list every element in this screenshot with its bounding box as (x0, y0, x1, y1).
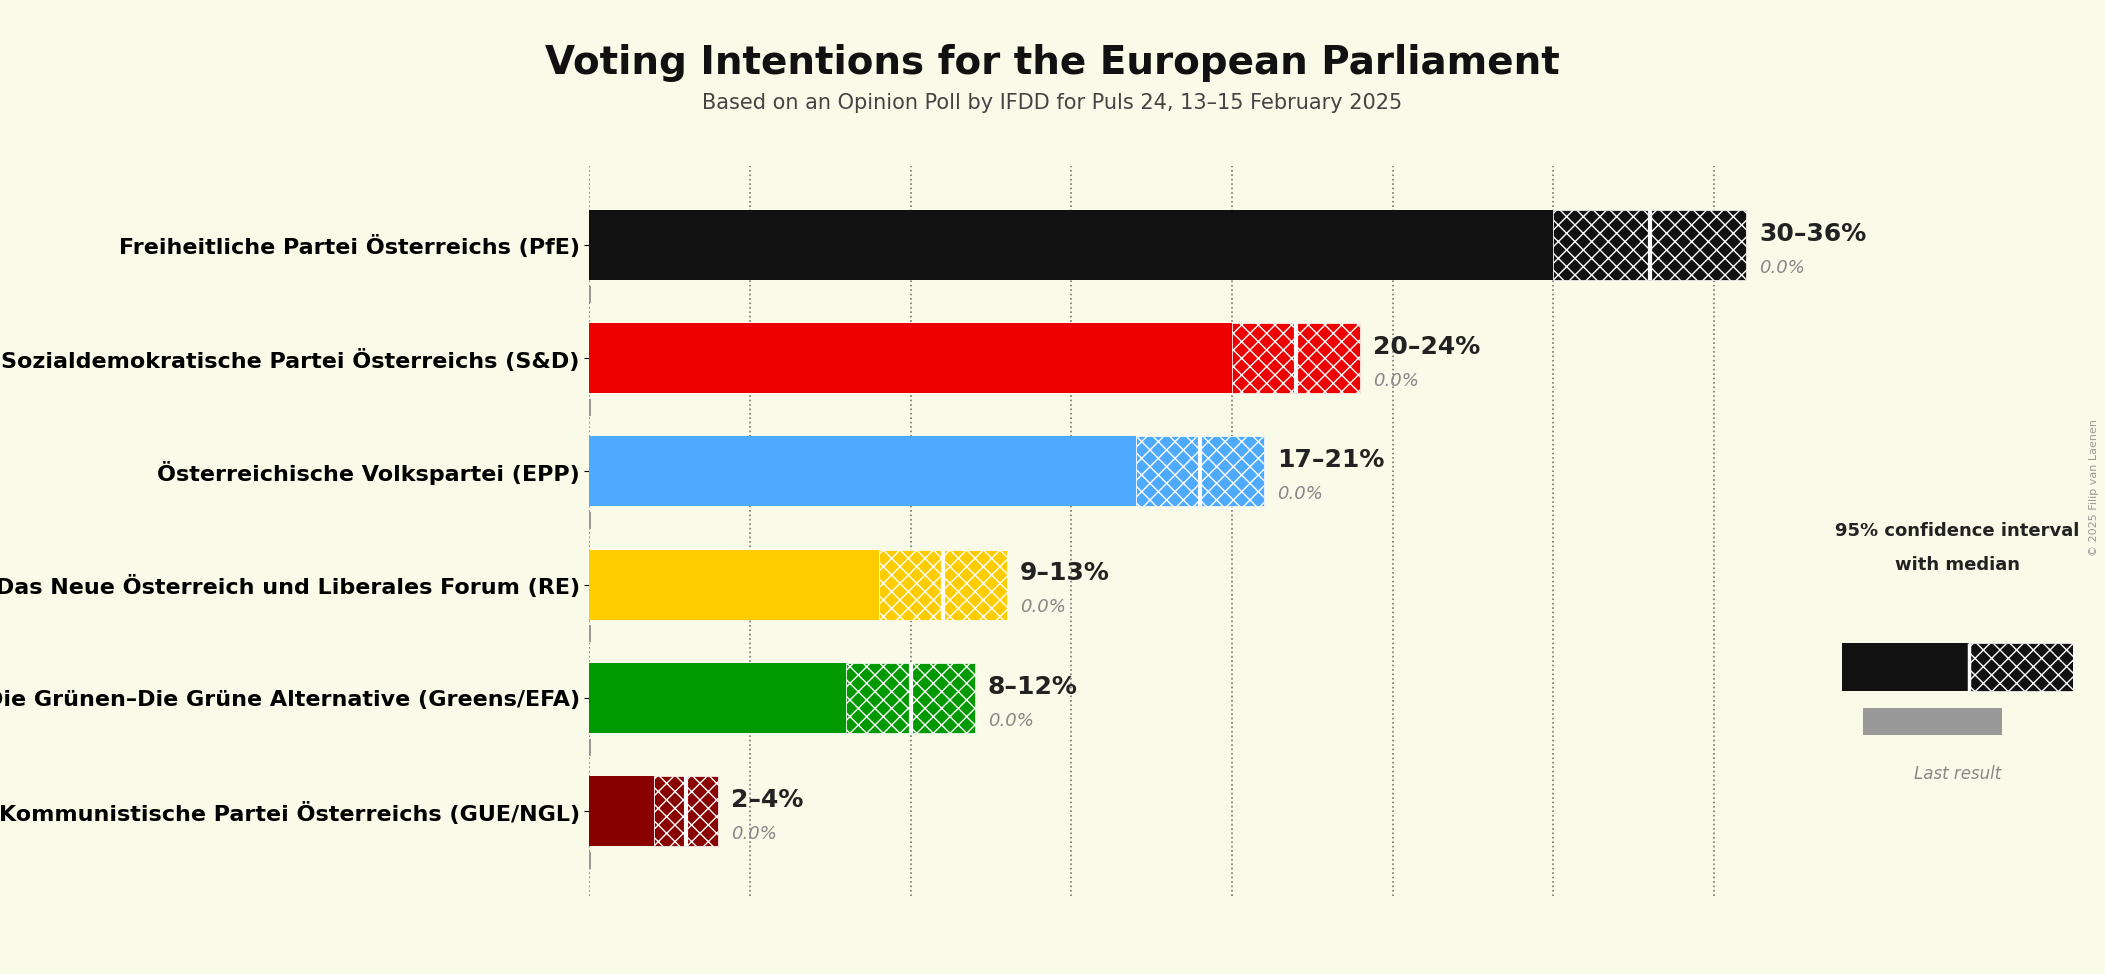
Bar (1863, 708, 2002, 734)
Bar (1970, 644, 2073, 692)
Text: 0.0%: 0.0% (730, 825, 777, 843)
Text: 2–4%: 2–4% (730, 788, 804, 811)
Bar (655, 776, 718, 846)
Bar (1842, 644, 1970, 692)
Text: 0.0%: 0.0% (1760, 258, 1804, 277)
Bar (589, 776, 655, 846)
Bar (589, 436, 1135, 506)
Text: 95% confidence interval: 95% confidence interval (1836, 522, 2080, 540)
Bar (589, 209, 1553, 280)
Text: Last result: Last result (1913, 765, 2002, 782)
Bar (846, 662, 975, 733)
Text: 0.0%: 0.0% (1278, 485, 1322, 503)
Text: 9–13%: 9–13% (1021, 561, 1109, 585)
Bar (1135, 436, 1265, 506)
Text: 30–36%: 30–36% (1760, 221, 1867, 245)
Bar (589, 549, 878, 619)
Bar (589, 662, 846, 733)
Text: Voting Intentions for the European Parliament: Voting Intentions for the European Parli… (545, 44, 1560, 82)
Text: 0.0%: 0.0% (1372, 372, 1419, 390)
Bar (1553, 209, 1745, 280)
Text: with median: with median (1894, 556, 2021, 574)
Text: 17–21%: 17–21% (1278, 448, 1385, 472)
Bar (589, 323, 1231, 393)
Text: 8–12%: 8–12% (987, 675, 1078, 698)
Bar (878, 549, 1006, 619)
Text: Based on an Opinion Poll by IFDD for Puls 24, 13–15 February 2025: Based on an Opinion Poll by IFDD for Pul… (703, 93, 1402, 113)
Text: © 2025 Filip van Laenen: © 2025 Filip van Laenen (2088, 419, 2099, 555)
Text: 0.0%: 0.0% (987, 712, 1034, 730)
Text: 20–24%: 20–24% (1372, 335, 1480, 358)
Text: 0.0%: 0.0% (1021, 598, 1065, 617)
Bar (1231, 323, 1360, 393)
